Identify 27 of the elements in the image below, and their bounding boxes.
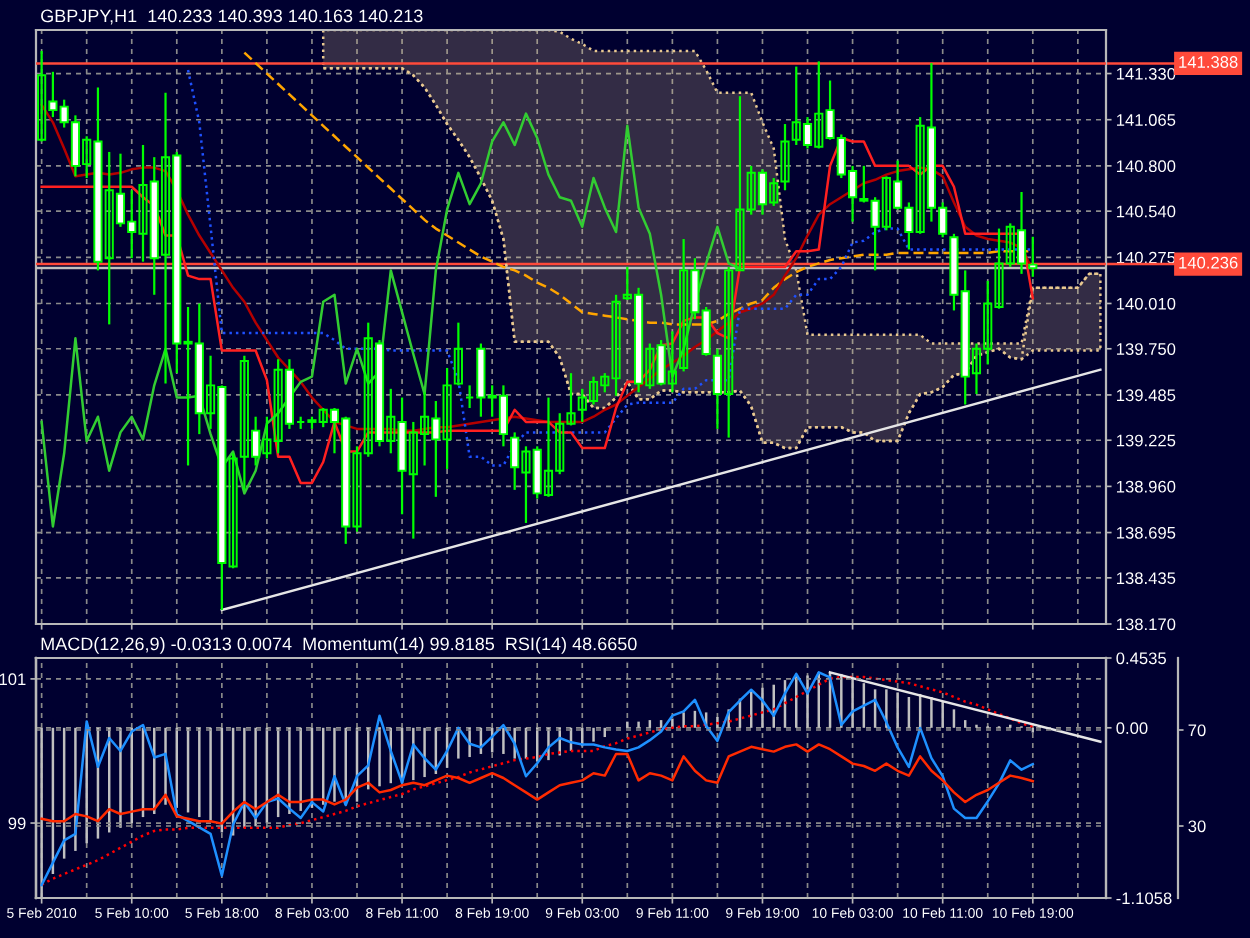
ref-line-label: 141.388: [1179, 56, 1238, 68]
y-tick-label: 140.010: [1116, 297, 1176, 310]
chart-title: GBPJPY,H1 140.233 140.393 140.163 140.213: [41, 9, 423, 25]
y2-tick-label: 101: [0, 673, 26, 686]
chart-title: MACD(12,26,9) -0.0313 0.0074 Momentum(14) 99.8185 RSI(14) 48.6650: [41, 637, 637, 654]
y-tick-label: 0.00: [1116, 722, 1148, 734]
y-tick-label: 141.330: [1116, 67, 1176, 80]
y-tick-label: 139.225: [1116, 434, 1176, 447]
line-series: [40, 743, 1035, 825]
y-tick-label: 139.750: [1116, 343, 1176, 355]
y-tick-label: 138.435: [1116, 572, 1176, 585]
y-tick-label: 138.170: [1116, 618, 1176, 631]
y-tick-label: 140.800: [1116, 160, 1176, 173]
line-series: [40, 112, 742, 528]
ref-line-label: 140.236: [1179, 256, 1238, 269]
y3-tick-label: 30: [1188, 820, 1206, 833]
y-tick-label: 140.540: [1116, 205, 1176, 218]
y-tick-label: -1.1058: [1116, 892, 1172, 905]
line-series: [186, 68, 1035, 467]
y3-tick-label: 70: [1188, 724, 1206, 737]
line-series: [40, 136, 1035, 485]
y-tick-label: 138.960: [1116, 480, 1176, 493]
y-tick-label: 141.065: [1116, 114, 1176, 126]
y2-tick-label: 99: [8, 817, 26, 830]
y-tick-label: 139.485: [1116, 389, 1176, 402]
y-tick-label: 0.4535: [1116, 652, 1166, 665]
y-tick-label: 138.695: [1116, 526, 1176, 539]
